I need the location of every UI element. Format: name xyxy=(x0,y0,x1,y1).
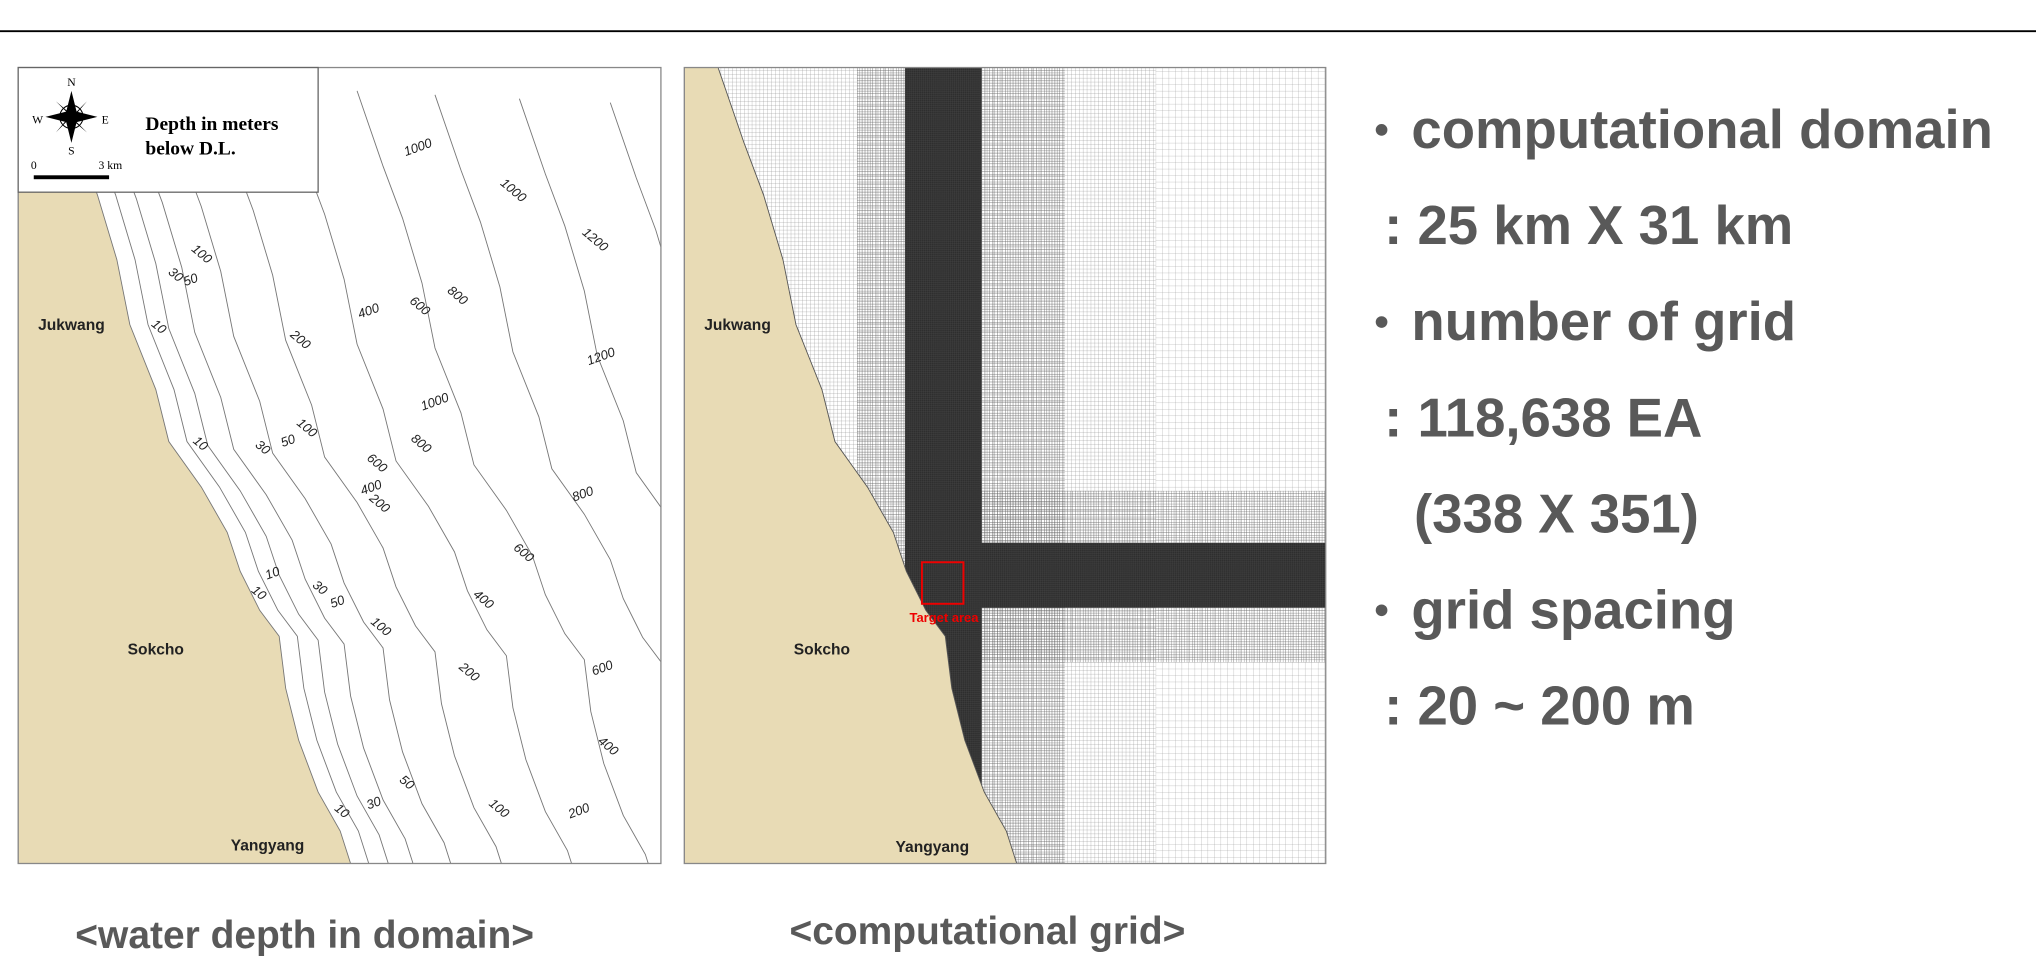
compass-s: S xyxy=(68,145,75,158)
bullet-detail: (338 X 351) xyxy=(1414,483,1699,544)
legend: N S W E Depth in meters below D.L. 0 3 k… xyxy=(17,66,319,193)
contour-label: 10 xyxy=(263,563,282,582)
scale-label: 0 xyxy=(31,159,37,172)
bullet-detail: : 20 ~ 200 m xyxy=(1384,676,1695,737)
bullet-title: number of grid xyxy=(1411,291,1796,352)
bullet-title: grid spacing xyxy=(1411,579,1735,640)
place-label: Yangyang xyxy=(896,839,970,856)
caption: <computational grid> xyxy=(789,910,1185,953)
contour-label: 30 xyxy=(364,793,383,812)
target-label: Target area xyxy=(910,610,980,625)
place-label: Yangyang xyxy=(231,838,305,855)
compass-w: W xyxy=(32,113,43,126)
bullet-detail: : 25 km X 31 km xyxy=(1384,195,1793,256)
place-label: Sokcho xyxy=(128,641,184,658)
contour-label: 800 xyxy=(570,483,596,505)
contour-label: 50 xyxy=(328,592,347,611)
grid-map xyxy=(684,67,1326,864)
bullet-dot xyxy=(1375,604,1388,617)
contour-label: 600 xyxy=(589,657,615,679)
contour-label: 50 xyxy=(181,270,200,289)
map-frame xyxy=(17,66,662,865)
place-label: Jukwang xyxy=(704,317,771,334)
place-label: Sokcho xyxy=(794,641,850,658)
compass-n: N xyxy=(67,76,76,89)
bullet-list: computational domain : 25 km X 31 km numbe… xyxy=(1375,99,1993,737)
bullet-dot xyxy=(1375,316,1388,328)
contour-label: 400 xyxy=(358,476,384,498)
bullet-title: computational domain xyxy=(1411,99,1993,160)
bullet-detail: : 118,638 EA xyxy=(1384,387,1702,448)
map-frame xyxy=(683,66,1327,865)
place-label: Jukwang xyxy=(38,317,105,334)
compass-e: E xyxy=(102,113,109,126)
legend-title: Depth in meters xyxy=(145,114,278,135)
bullet-dot xyxy=(1375,124,1388,136)
contour-label: 50 xyxy=(279,431,298,450)
caption: <water depth in domain> xyxy=(75,914,534,957)
legend-title: below D.L. xyxy=(145,139,235,160)
contour-label: 400 xyxy=(356,300,382,322)
depth-map xyxy=(18,67,661,864)
scale-label: 3 km xyxy=(99,159,123,172)
